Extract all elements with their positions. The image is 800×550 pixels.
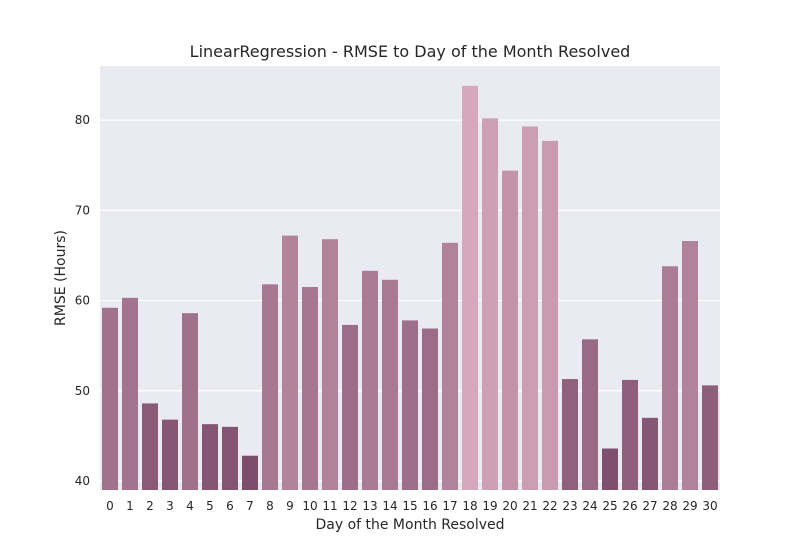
bar-day-16	[422, 328, 438, 490]
x-tick-label: 20	[502, 499, 517, 513]
bar-day-26	[622, 379, 638, 490]
x-tick-label: 9	[286, 499, 294, 513]
x-tick-label: 16	[422, 499, 437, 513]
y-axis-label: RMSE (Hours)	[53, 230, 69, 326]
bar-day-24	[582, 339, 598, 490]
x-tick-label: 22	[542, 499, 557, 513]
x-tick-label: 5	[206, 499, 214, 513]
x-tick-label: 6	[226, 499, 234, 513]
bar-day-28	[662, 266, 678, 490]
y-tick-label: 40	[75, 474, 90, 488]
bar-day-10	[302, 287, 318, 490]
x-tick-label: 10	[302, 499, 317, 513]
x-tick-label: 29	[682, 499, 697, 513]
x-axis-ticks: 0 1 2 3 4 5 6 7 8 9 10 11 12 13 14 15 16 17 18 19 20 21 22 23 24…	[106, 499, 717, 513]
y-tick-label: 50	[75, 384, 90, 398]
bar-day-0	[102, 307, 118, 490]
x-tick-label: 2	[146, 499, 154, 513]
y-tick-label: 80	[75, 113, 90, 127]
x-tick-label: 13	[362, 499, 377, 513]
bar-day-8	[262, 284, 278, 490]
bar-day-9	[282, 235, 298, 490]
bar-day-14	[382, 279, 398, 490]
bar-day-4	[182, 313, 198, 490]
bar-day-29	[682, 241, 698, 490]
x-tick-label: 8	[266, 499, 274, 513]
x-tick-label: 4	[186, 499, 194, 513]
y-tick-label: 70	[75, 203, 90, 217]
bar-day-5	[202, 424, 218, 490]
x-tick-label: 0	[106, 499, 114, 513]
bar-day-11	[322, 239, 338, 490]
x-tick-label: 30	[702, 499, 717, 513]
x-tick-label: 1	[126, 499, 134, 513]
bar-day-18	[462, 85, 478, 491]
bar-day-1	[122, 297, 138, 490]
x-tick-label: 19	[482, 499, 497, 513]
x-tick-label: 12	[342, 499, 357, 513]
y-axis-ticks: 40 50 60 70 80	[75, 113, 90, 488]
x-tick-label: 27	[642, 499, 657, 513]
bars	[102, 85, 718, 491]
bar-day-2	[142, 403, 158, 490]
x-tick-label: 18	[462, 499, 477, 513]
x-tick-label: 21	[522, 499, 537, 513]
x-tick-label: 15	[402, 499, 417, 513]
bar-day-21	[522, 126, 538, 490]
bar-day-27	[642, 417, 658, 490]
y-tick-label: 60	[75, 294, 90, 308]
x-tick-label: 23	[562, 499, 577, 513]
bar-day-30	[702, 385, 718, 490]
x-tick-label: 7	[246, 499, 254, 513]
bar-day-3	[162, 419, 178, 490]
x-tick-label: 11	[322, 499, 337, 513]
bar-day-22	[542, 140, 558, 491]
x-tick-label: 14	[382, 499, 397, 513]
bar-day-13	[362, 270, 378, 490]
bar-day-17	[442, 242, 458, 490]
bar-day-20	[502, 170, 518, 491]
x-axis-label: Day of the Month Resolved	[315, 517, 504, 533]
x-tick-label: 3	[166, 499, 174, 513]
chart-title: LinearRegression - RMSE to Day of the Mo…	[190, 42, 631, 61]
bar-day-15	[402, 320, 418, 490]
x-tick-label: 25	[602, 499, 617, 513]
x-tick-label: 17	[442, 499, 457, 513]
bar-day-25	[602, 448, 618, 490]
bar-day-7	[242, 455, 258, 490]
x-tick-label: 28	[662, 499, 677, 513]
bar-day-12	[342, 324, 358, 490]
bar-day-23	[562, 379, 578, 490]
x-tick-label: 26	[622, 499, 637, 513]
bar-day-19	[482, 118, 498, 491]
x-tick-label: 24	[582, 499, 597, 513]
bar-day-6	[222, 426, 238, 490]
